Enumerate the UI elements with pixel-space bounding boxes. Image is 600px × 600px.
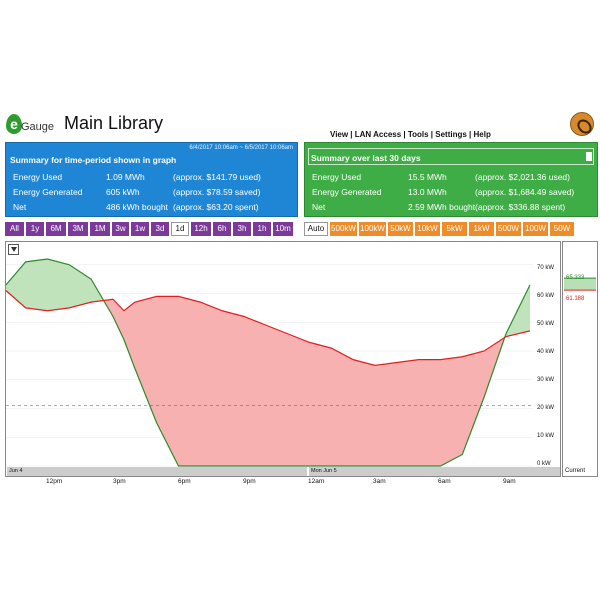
row-value: 486 kWh bought bbox=[106, 202, 168, 212]
row-value: 15.5 MWh bbox=[408, 172, 447, 182]
row-note: (approx. $63.20 spent) bbox=[173, 202, 259, 212]
time-button-1w[interactable]: 1w bbox=[131, 222, 149, 236]
row-note: (approx. $1,684.49 saved) bbox=[475, 187, 575, 197]
time-button-1m[interactable]: 1M bbox=[90, 222, 110, 236]
current-generated-value: 65.333 bbox=[566, 275, 585, 281]
day-pill-jun5: Mon Jun 5 bbox=[309, 467, 560, 476]
summary-period-panel: 6/4/2017 10:06am ~ 6/5/2017 10:06am Summ… bbox=[5, 142, 298, 217]
time-button-all[interactable]: All bbox=[5, 222, 24, 236]
current-used-value: 61.188 bbox=[566, 296, 585, 302]
y-tick-label: 30 kW bbox=[537, 377, 555, 383]
y-tick-label: 60 kW bbox=[537, 293, 555, 299]
row-note: (approx. $141.79 used) bbox=[173, 172, 261, 182]
time-button-1y[interactable]: 1y bbox=[26, 222, 44, 236]
summary-row: Energy Used 1.09 MWh (approx. $141.79 us… bbox=[6, 172, 297, 184]
summary-30-title-box bbox=[308, 148, 594, 165]
scale-button-500w[interactable]: 500W bbox=[496, 222, 521, 236]
scale-button-auto[interactable]: Auto bbox=[304, 222, 328, 236]
time-button-3h[interactable]: 3h bbox=[233, 222, 251, 236]
row-label: Energy Used bbox=[13, 172, 63, 182]
row-value: 1.09 MWh bbox=[106, 172, 145, 182]
row-value: 605 kWh bbox=[106, 187, 140, 197]
summary-row: Net 486 kWh bought (approx. $63.20 spent… bbox=[6, 202, 297, 214]
time-button-3m[interactable]: 3M bbox=[68, 222, 88, 236]
row-note: (approx. $336.88 spent) bbox=[475, 202, 566, 212]
row-label: Net bbox=[312, 202, 326, 212]
summary-30-days-panel: Summary over last 30 days Energy Used 15… bbox=[304, 142, 598, 217]
row-value: 2.59 MWh bought bbox=[408, 202, 476, 212]
day-pill-jun4: Jun 4 bbox=[7, 467, 307, 476]
time-button-12h[interactable]: 12h bbox=[191, 222, 211, 236]
scale-button-1kw[interactable]: 1kW bbox=[469, 222, 494, 236]
x-tick-label: 3pm bbox=[113, 478, 126, 485]
y-tick-label: 10 kW bbox=[537, 433, 555, 439]
scale-button-50kw[interactable]: 50kW bbox=[388, 222, 413, 236]
net-consumption-area bbox=[103, 296, 505, 466]
scale-button-5kw[interactable]: 5kW bbox=[442, 222, 467, 236]
x-tick-label: 9am bbox=[503, 478, 516, 485]
row-label: Energy Used bbox=[312, 172, 362, 182]
x-tick-label: 6pm bbox=[178, 478, 191, 485]
x-tick-label: 12pm bbox=[46, 478, 63, 485]
top-nav-menu[interactable]: View | LAN Access | Tools | Settings | H… bbox=[330, 130, 491, 139]
date-range: 6/4/2017 10:06am ~ 6/5/2017 10:06am bbox=[189, 145, 293, 151]
scale-button-100kw[interactable]: 100kW bbox=[359, 222, 386, 236]
y-tick-label: 40 kW bbox=[537, 349, 555, 355]
x-tick-label: 6am bbox=[438, 478, 451, 485]
scale-button-10kw[interactable]: 10kW bbox=[415, 222, 440, 236]
egauge-logo-text: Gauge bbox=[21, 121, 55, 133]
used-series-line bbox=[5, 290, 531, 366]
summary-30-title: Summary over last 30 days bbox=[311, 153, 421, 163]
x-tick-label: 12am bbox=[308, 478, 325, 485]
legend-toggle-icon[interactable] bbox=[8, 244, 19, 255]
summary-period-title: Summary for time-period shown in graph bbox=[10, 155, 177, 165]
page-title: Main Library bbox=[64, 113, 164, 133]
scale-button-500kw[interactable]: 500kW bbox=[330, 222, 357, 236]
time-button-6h[interactable]: 6h bbox=[213, 222, 231, 236]
row-value: 13.0 MWh bbox=[408, 187, 447, 197]
row-label: Energy Generated bbox=[13, 187, 83, 197]
scale-button-50w[interactable]: 50W bbox=[550, 222, 574, 236]
current-net-bar bbox=[564, 278, 596, 291]
summary-row: Net 2.59 MWh bought (approx. $336.88 spe… bbox=[305, 202, 597, 214]
y-tick-label: 0 kW bbox=[537, 461, 551, 467]
generated-series-line bbox=[5, 258, 531, 467]
x-tick-label: 3am bbox=[373, 478, 386, 485]
y-tick-label: 50 kW bbox=[537, 321, 555, 327]
time-button-10m[interactable]: 10m bbox=[273, 222, 293, 236]
row-label: Energy Generated bbox=[312, 187, 382, 197]
account-badge-icon[interactable] bbox=[570, 112, 594, 136]
y-tick-label: 70 kW bbox=[537, 265, 555, 271]
y-tick-label: 20 kW bbox=[537, 405, 555, 411]
row-note: (approx. $78.59 saved) bbox=[173, 187, 261, 197]
egauge-logo-mark: e bbox=[6, 114, 22, 134]
net-generation-area bbox=[6, 259, 530, 338]
x-tick-label: 9pm bbox=[243, 478, 256, 485]
row-note: (approx. $2,021.36 used) bbox=[475, 172, 570, 182]
egauge-logo: e Gauge bbox=[6, 114, 62, 140]
time-button-6m[interactable]: 6M bbox=[46, 222, 66, 236]
summary-row: Energy Generated 605 kWh (approx. $78.59… bbox=[6, 187, 297, 199]
summary-row: Energy Generated 13.0 MWh (approx. $1,68… bbox=[305, 187, 597, 199]
current-label: Current bbox=[565, 468, 586, 474]
row-label: Net bbox=[13, 202, 27, 212]
time-button-1d[interactable]: 1d bbox=[171, 222, 189, 236]
collapse-toggle-icon[interactable] bbox=[586, 152, 592, 161]
summary-row: Energy Used 15.5 MWh (approx. $2,021.36 … bbox=[305, 172, 597, 184]
time-button-1h[interactable]: 1h bbox=[253, 222, 271, 236]
time-button-3w[interactable]: 3w bbox=[112, 222, 129, 236]
scale-button-100w[interactable]: 100W bbox=[523, 222, 548, 236]
time-button-3d[interactable]: 3d bbox=[151, 222, 169, 236]
